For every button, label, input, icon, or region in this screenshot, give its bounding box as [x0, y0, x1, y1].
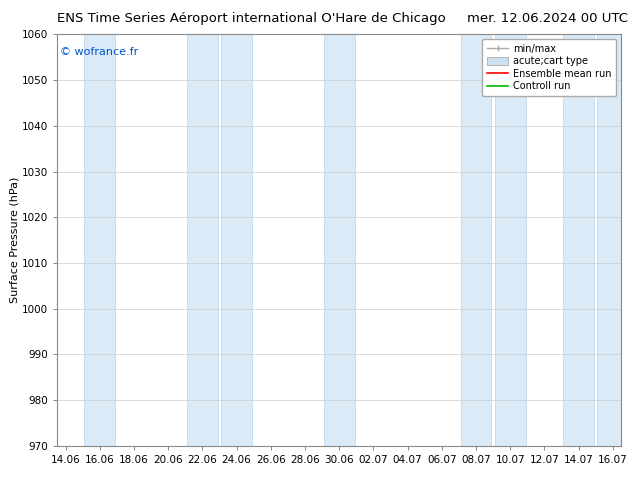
Text: © wofrance.fr: © wofrance.fr: [60, 47, 138, 57]
Bar: [495, 34, 526, 446]
Text: mer. 12.06.2024 00 UTC: mer. 12.06.2024 00 UTC: [467, 12, 628, 25]
Bar: [460, 34, 491, 446]
Bar: [597, 34, 628, 446]
Bar: [563, 34, 594, 446]
Bar: [187, 34, 218, 446]
Bar: [84, 34, 115, 446]
Bar: [324, 34, 354, 446]
Legend: min/max, acute;cart type, Ensemble mean run, Controll run: min/max, acute;cart type, Ensemble mean …: [482, 39, 616, 96]
Y-axis label: Surface Pressure (hPa): Surface Pressure (hPa): [9, 177, 19, 303]
Bar: [221, 34, 252, 446]
Text: ENS Time Series Aéroport international O'Hare de Chicago: ENS Time Series Aéroport international O…: [57, 12, 446, 25]
